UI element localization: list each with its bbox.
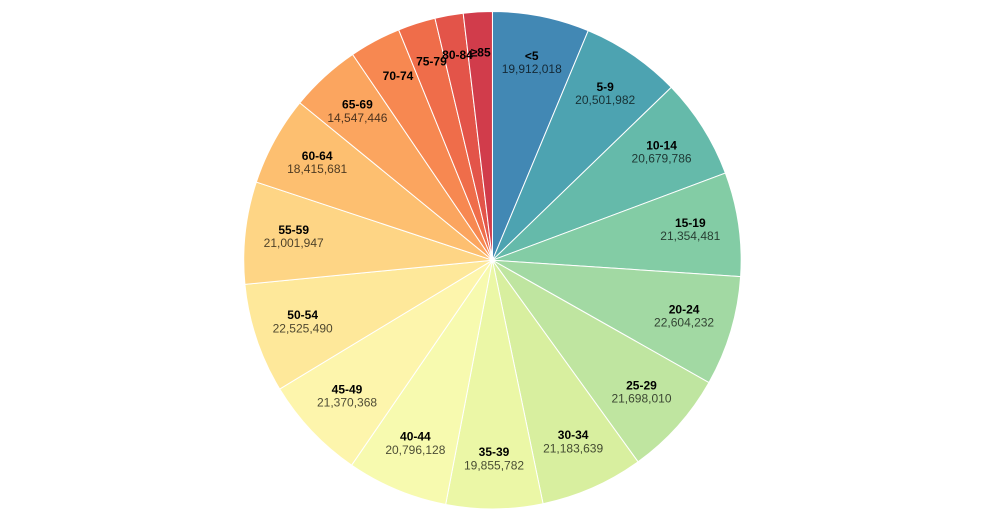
svg-text:80-84: 80-84 bbox=[442, 48, 473, 62]
svg-text:<519,912,018: <5 19,912,018 bbox=[502, 49, 562, 76]
svg-text:70-74: 70-74 bbox=[383, 69, 414, 83]
svg-text:5-920,501,982: 5-9 20,501,982 bbox=[575, 80, 635, 107]
svg-text:≥85: ≥85 bbox=[471, 45, 491, 59]
svg-text:75-79: 75-79 bbox=[416, 55, 447, 69]
